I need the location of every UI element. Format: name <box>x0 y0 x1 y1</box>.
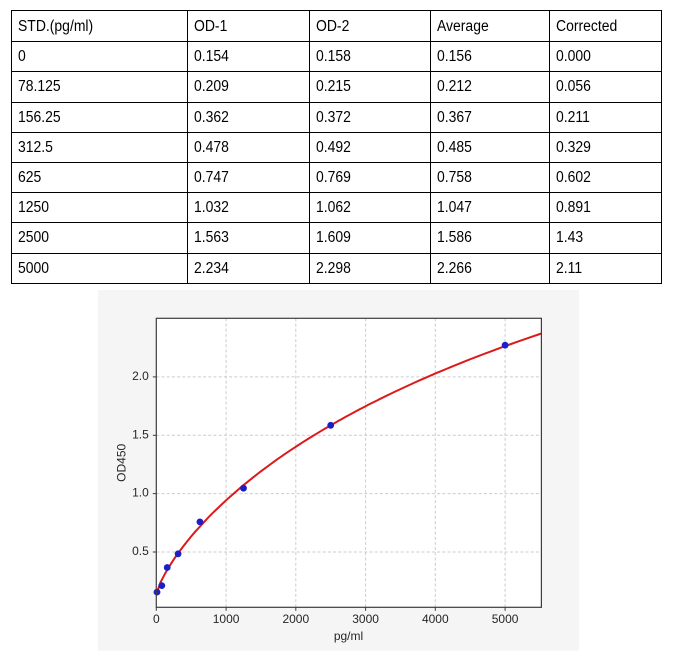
svg-text:1000: 1000 <box>213 612 240 626</box>
svg-text:pg/ml: pg/ml <box>334 629 363 643</box>
svg-text:1.0: 1.0 <box>132 486 149 500</box>
svg-text:2000: 2000 <box>282 612 309 626</box>
svg-text:0.5: 0.5 <box>132 544 149 558</box>
svg-text:OD450: OD450 <box>115 443 129 481</box>
svg-text:2.0: 2.0 <box>132 369 149 383</box>
svg-text:5000: 5000 <box>492 612 519 626</box>
svg-text:4000: 4000 <box>422 612 449 626</box>
svg-text:3000: 3000 <box>352 612 379 626</box>
svg-text:1.5: 1.5 <box>132 427 149 441</box>
svg-text:0: 0 <box>153 612 160 626</box>
